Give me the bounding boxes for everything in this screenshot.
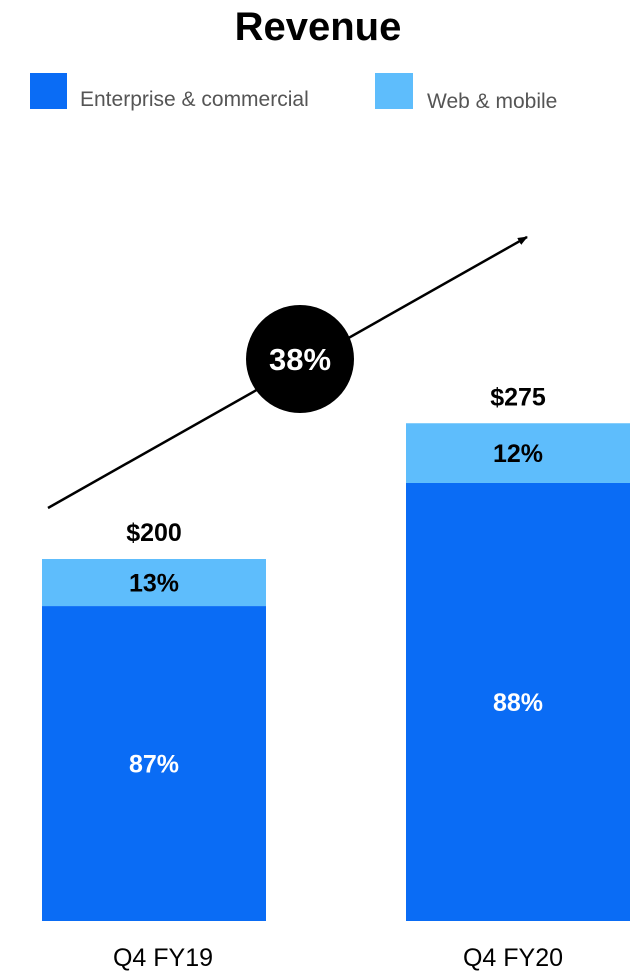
legend: Enterprise & commercial Web & mobile xyxy=(30,73,557,113)
growth-circle xyxy=(246,305,354,413)
legend-label-enterprise: Enterprise & commercial xyxy=(80,88,309,111)
growth-annotation: 38% xyxy=(47,235,528,510)
data-label-q4-fy19-enterprise-commercial: 87% xyxy=(129,751,179,779)
bars: 87% 13% $200 Q4 FY19 88% 12% $275 Q4 FY20 xyxy=(42,383,630,972)
growth-label: 38% xyxy=(269,342,331,377)
category-label-q4-fy19: Q4 FY19 xyxy=(113,944,213,972)
total-label-q4-fy19: $200 xyxy=(126,519,182,547)
data-label-q4-fy19-web-mobile: 13% xyxy=(129,570,179,598)
data-label-q4-fy20-enterprise-commercial: 88% xyxy=(493,689,543,717)
bar-q4-fy20-web-mobile xyxy=(406,423,630,483)
data-label-q4-fy20-web-mobile: 12% xyxy=(493,440,543,468)
bar-q4-fy19-enterprise-commercial xyxy=(42,606,266,921)
legend-swatch-enterprise xyxy=(30,73,67,109)
chart-title: Revenue xyxy=(235,5,402,49)
legend-swatch-web-mobile xyxy=(375,73,413,109)
category-label-q4-fy20: Q4 FY20 xyxy=(463,944,563,972)
bar-q4-fy19-web-mobile xyxy=(42,559,266,607)
bar-q4-fy20-enterprise-commercial xyxy=(406,482,630,921)
legend-label-web-mobile: Web & mobile xyxy=(427,90,557,113)
total-label-q4-fy20: $275 xyxy=(490,383,546,411)
